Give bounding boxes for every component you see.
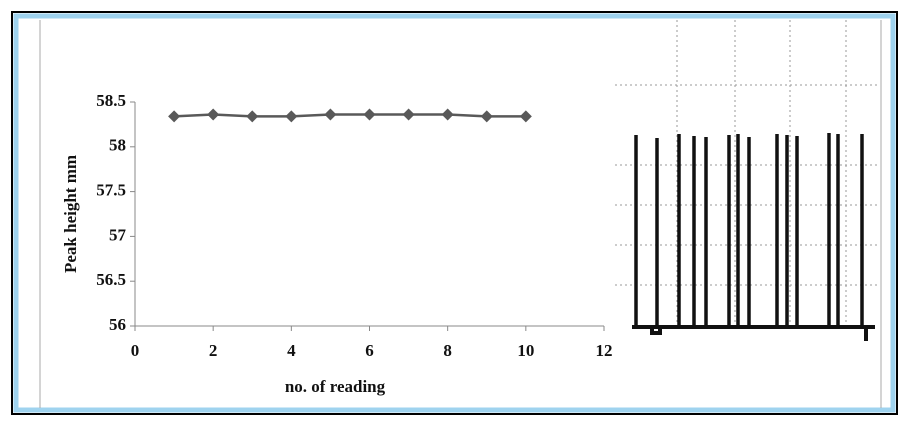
x-tick-label: 4: [287, 341, 296, 360]
y-tick-label: 58: [109, 136, 126, 155]
x-tick-label: 8: [443, 341, 452, 360]
y-tick-label: 57.5: [96, 181, 126, 200]
x-tick-label: 6: [365, 341, 374, 360]
y-tick-label: 57: [109, 225, 127, 244]
x-axis-label: no. of reading: [285, 377, 386, 396]
x-tick-label: 0: [131, 341, 140, 360]
x-tick-label: 2: [209, 341, 218, 360]
x-tick-label: 10: [517, 341, 534, 360]
y-axis-label: Peak height mm: [61, 155, 80, 273]
figure: no. of reading Peak height mm 56 56.5 57 57…: [0, 0, 904, 421]
x-tick-label: 12: [596, 341, 613, 360]
y-tick-label: 56: [109, 315, 126, 334]
outer-frame: [12, 12, 897, 414]
y-tick-label: 58.5: [96, 91, 126, 110]
y-tick-label: 56.5: [96, 270, 126, 289]
